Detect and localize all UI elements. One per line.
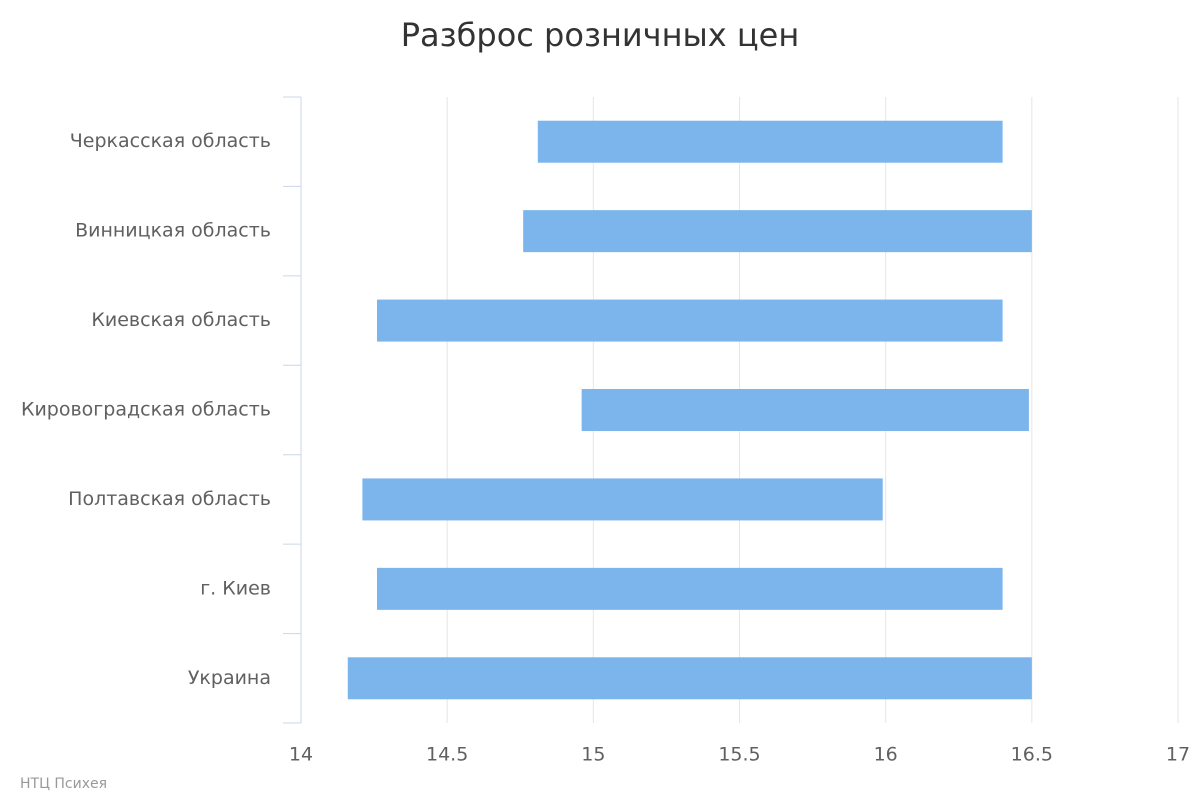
x-tick-label: 14 [289,744,313,766]
bar [362,478,883,521]
x-tick-label: 16 [874,744,898,766]
bar [581,389,1029,431]
bar [347,657,1032,700]
y-tick-label: г. Киев [200,577,271,599]
x-tick-label: 15 [581,744,605,766]
y-tick-label: Украина [188,667,271,689]
y-tick-label: Черкасская область [70,130,271,152]
bar [537,120,1003,163]
x-tick-label: 17 [1166,744,1190,766]
y-tick-label: Полтавская область [68,488,271,510]
bar [377,299,1003,342]
x-tick-label: 15.5 [718,744,760,766]
x-tick-label: 16.5 [1011,744,1053,766]
credits: НТЦ Психея [20,776,107,792]
bar [523,210,1032,253]
y-tick-label: Винницкая область [75,220,271,242]
bar [377,567,1003,610]
y-tick-label: Киевская область [91,309,271,331]
chart-title: Разброс розничных цен [401,16,800,54]
x-tick-label: 14.5 [426,744,468,766]
y-tick-label: Кировоградская область [21,399,271,421]
